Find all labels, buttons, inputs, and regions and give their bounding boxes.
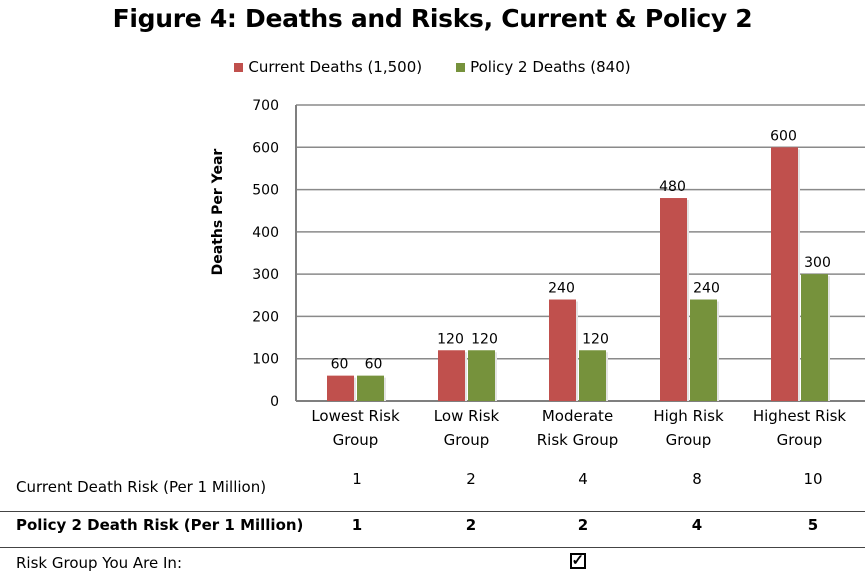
legend-swatch-policy2 xyxy=(456,62,466,72)
bar-policy2 xyxy=(357,375,384,401)
row-label: Risk Group You Are In: xyxy=(16,554,182,572)
cell: 5 xyxy=(807,516,819,534)
legend-swatch-current xyxy=(234,62,244,72)
gridlines xyxy=(295,104,865,402)
y-tick-label: 300 xyxy=(252,267,279,283)
data-label: 120 xyxy=(582,331,609,347)
data-label: 600 xyxy=(770,128,797,144)
data-label: 240 xyxy=(693,281,720,297)
data-label: 60 xyxy=(365,357,383,373)
check-icon: ✓ xyxy=(571,552,585,569)
x-tick-label: Moderate xyxy=(542,407,613,425)
cell: 4 xyxy=(691,516,703,534)
y-tick-label: 400 xyxy=(252,225,279,241)
legend-label-current: Current Deaths (1,500) xyxy=(248,58,423,76)
legend-label-policy2: Policy 2 Deaths (840) xyxy=(470,58,631,76)
x-tick-label: Group xyxy=(777,431,823,449)
y-tick-label: 700 xyxy=(252,98,279,114)
table-row-policy2-risk: Policy 2 Death Risk (Per 1 Million) 1 2 … xyxy=(0,516,865,546)
table-divider xyxy=(0,547,865,548)
legend: Current Deaths (1,500) Policy 2 Deaths (… xyxy=(0,58,865,76)
row-label: Policy 2 Death Risk (Per 1 Million) xyxy=(16,516,304,534)
x-tick-label: High Risk xyxy=(653,407,724,425)
y-tick-label: 200 xyxy=(252,309,279,325)
bar-policy2 xyxy=(690,299,717,401)
bar-policy2 xyxy=(579,350,606,401)
x-tick-label: Highest Risk xyxy=(753,407,847,425)
chart-title: Figure 4: Deaths and Risks, Current & Po… xyxy=(112,4,753,33)
bar-chart: 0 100 200 300 400 500 600 700 60 60 120 120 240 120 4… xyxy=(210,98,865,449)
bar-current xyxy=(327,375,354,401)
data-label: 120 xyxy=(437,331,464,347)
data-label: 480 xyxy=(659,179,686,195)
y-tick-label: 600 xyxy=(252,140,279,156)
data-label: 300 xyxy=(804,255,831,271)
cell: 10 xyxy=(803,470,823,488)
cell: 1 xyxy=(351,516,363,534)
x-tick-label: Group xyxy=(444,431,490,449)
table-row-risk-group: Risk Group You Are In: xyxy=(0,554,865,584)
x-tick-label: Low Risk xyxy=(434,407,500,425)
x-axis-ticks: Lowest Risk Group Low Risk Group Moderate Ris… xyxy=(311,407,846,449)
x-tick-label: Lowest Risk xyxy=(311,407,400,425)
table-row-current-risk: Current Death Risk (Per 1 Million) 1 2 4… xyxy=(0,470,865,500)
cell: 4 xyxy=(578,470,588,488)
cell: 1 xyxy=(352,470,362,488)
bar-current xyxy=(660,198,687,401)
risk-group-checkbox[interactable]: ✓ xyxy=(569,552,586,569)
y-tick-label: 100 xyxy=(252,352,279,368)
cell: 2 xyxy=(466,470,476,488)
data-label: 120 xyxy=(471,331,498,347)
y-tick-label: 0 xyxy=(270,394,279,410)
legend-item-current: Current Deaths (1,500) xyxy=(234,58,422,76)
x-tick-label: Group xyxy=(333,431,379,449)
data-labels: 60 60 120 120 240 120 480 240 600 300 xyxy=(331,128,831,372)
cell: 8 xyxy=(692,470,702,488)
x-tick-label: Group xyxy=(666,431,712,449)
cell: 2 xyxy=(577,516,589,534)
data-label: 60 xyxy=(331,357,349,373)
y-tick-label: 500 xyxy=(252,183,279,199)
bar-policy2 xyxy=(801,274,828,401)
y-axis-label: Deaths Per Year xyxy=(210,149,226,276)
legend-item-policy2: Policy 2 Deaths (840) xyxy=(456,58,631,76)
cell: 2 xyxy=(465,516,477,534)
bars xyxy=(327,147,830,401)
y-axis-ticks: 0 100 200 300 400 500 600 700 xyxy=(252,98,279,410)
bar-current xyxy=(771,147,798,401)
bar-current xyxy=(549,299,576,401)
data-label: 240 xyxy=(548,281,575,297)
bar-policy2 xyxy=(468,350,495,401)
table-divider xyxy=(0,511,865,512)
bar-current xyxy=(438,350,465,401)
row-label: Current Death Risk (Per 1 Million) xyxy=(16,478,267,496)
x-tick-label: Risk Group xyxy=(537,431,619,449)
